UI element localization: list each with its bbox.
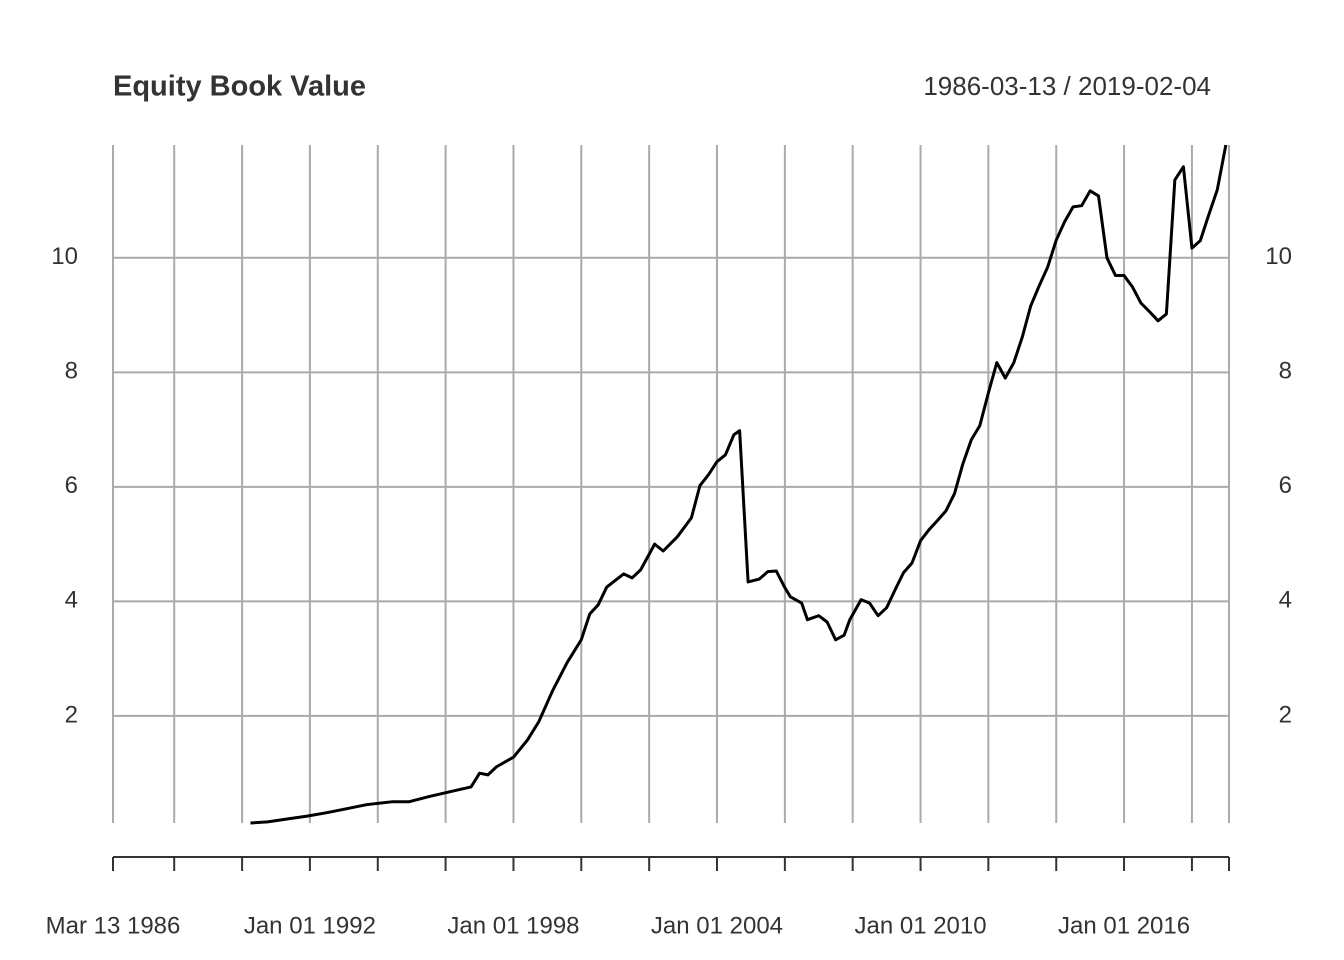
y-tick-label: 6 xyxy=(65,472,78,499)
y-tick-label: 2 xyxy=(65,701,78,728)
chart-subtitle: 1986-03-13 / 2019-02-04 xyxy=(923,71,1211,101)
line xyxy=(250,144,1228,825)
x-tick-label: Mar 13 1986 xyxy=(46,912,181,939)
x-tick-label: Jan 01 2004 xyxy=(651,912,783,939)
y-tick-label: 8 xyxy=(65,358,78,385)
x-tick-label: Jan 01 1992 xyxy=(244,912,376,939)
y-tick-label-right: 10 xyxy=(1265,243,1292,270)
x-tick-label: Jan 01 2010 xyxy=(854,912,986,939)
x-tick-label: Jan 01 1998 xyxy=(447,912,579,939)
y-tick-label-right: 8 xyxy=(1279,358,1292,385)
y-tick-label: 4 xyxy=(65,587,78,614)
x-tick-label: Jan 01 2016 xyxy=(1058,912,1190,939)
y-tick-label-right: 6 xyxy=(1279,472,1292,499)
y-tick-label: 10 xyxy=(51,243,78,270)
y-tick-label-right: 4 xyxy=(1279,587,1292,614)
chart-title: Equity Book Value xyxy=(113,71,366,103)
y-tick-label-right: 2 xyxy=(1279,701,1292,728)
